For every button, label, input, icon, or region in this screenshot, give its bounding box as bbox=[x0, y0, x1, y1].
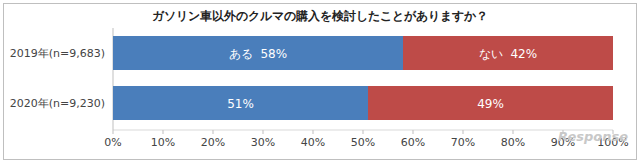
series-name: ない bbox=[479, 47, 511, 61]
bar bbox=[368, 86, 613, 120]
labels: ある 58% ない 42% 51% 49% bbox=[227, 47, 537, 111]
data-label: 49% bbox=[477, 97, 504, 111]
tick-label: 50% bbox=[351, 136, 375, 149]
tick-mark bbox=[163, 130, 164, 134]
data-label: ない 42% bbox=[479, 47, 537, 61]
bar bbox=[403, 36, 613, 70]
chart: ガソリン車以外のクルマの購入を検討したことがありますか？ 0% 10% 20% 30% 4… bbox=[0, 0, 640, 163]
data-label: ある 58% bbox=[229, 47, 287, 61]
tick-mark bbox=[113, 130, 114, 134]
tick-mark bbox=[363, 130, 364, 134]
tick-label: 10% bbox=[151, 136, 175, 149]
title: ガソリン車以外のクルマの購入を検討したことがありますか？ bbox=[152, 9, 488, 23]
watermark: Response bbox=[558, 129, 628, 144]
tick-mark bbox=[413, 130, 414, 134]
series-name: ある bbox=[229, 47, 261, 61]
value-label: 58% bbox=[260, 47, 287, 61]
tick-label: 60% bbox=[401, 136, 425, 149]
tick-mark bbox=[463, 130, 464, 134]
value-label: 42% bbox=[510, 47, 537, 61]
tick-mark bbox=[263, 130, 264, 134]
tick-label: 20% bbox=[201, 136, 225, 149]
category-label: 2019年(n=9,683) bbox=[10, 47, 105, 60]
bars bbox=[113, 36, 613, 120]
value-label: 49% bbox=[477, 97, 504, 111]
value-label: 51% bbox=[227, 97, 254, 111]
data-label: 51% bbox=[227, 97, 254, 111]
tick-label: 40% bbox=[301, 136, 325, 149]
tick-label: 70% bbox=[451, 136, 475, 149]
tick-mark bbox=[313, 130, 314, 134]
bar bbox=[113, 36, 403, 70]
tick-label: 0% bbox=[104, 136, 121, 149]
tick-label: 80% bbox=[501, 136, 525, 149]
frame bbox=[4, 4, 637, 160]
category-label: 2020年(n=9,230) bbox=[10, 97, 105, 110]
tick-label: 30% bbox=[251, 136, 275, 149]
tick-mark bbox=[213, 130, 214, 134]
tick-mark bbox=[513, 130, 514, 134]
bar bbox=[113, 86, 368, 120]
